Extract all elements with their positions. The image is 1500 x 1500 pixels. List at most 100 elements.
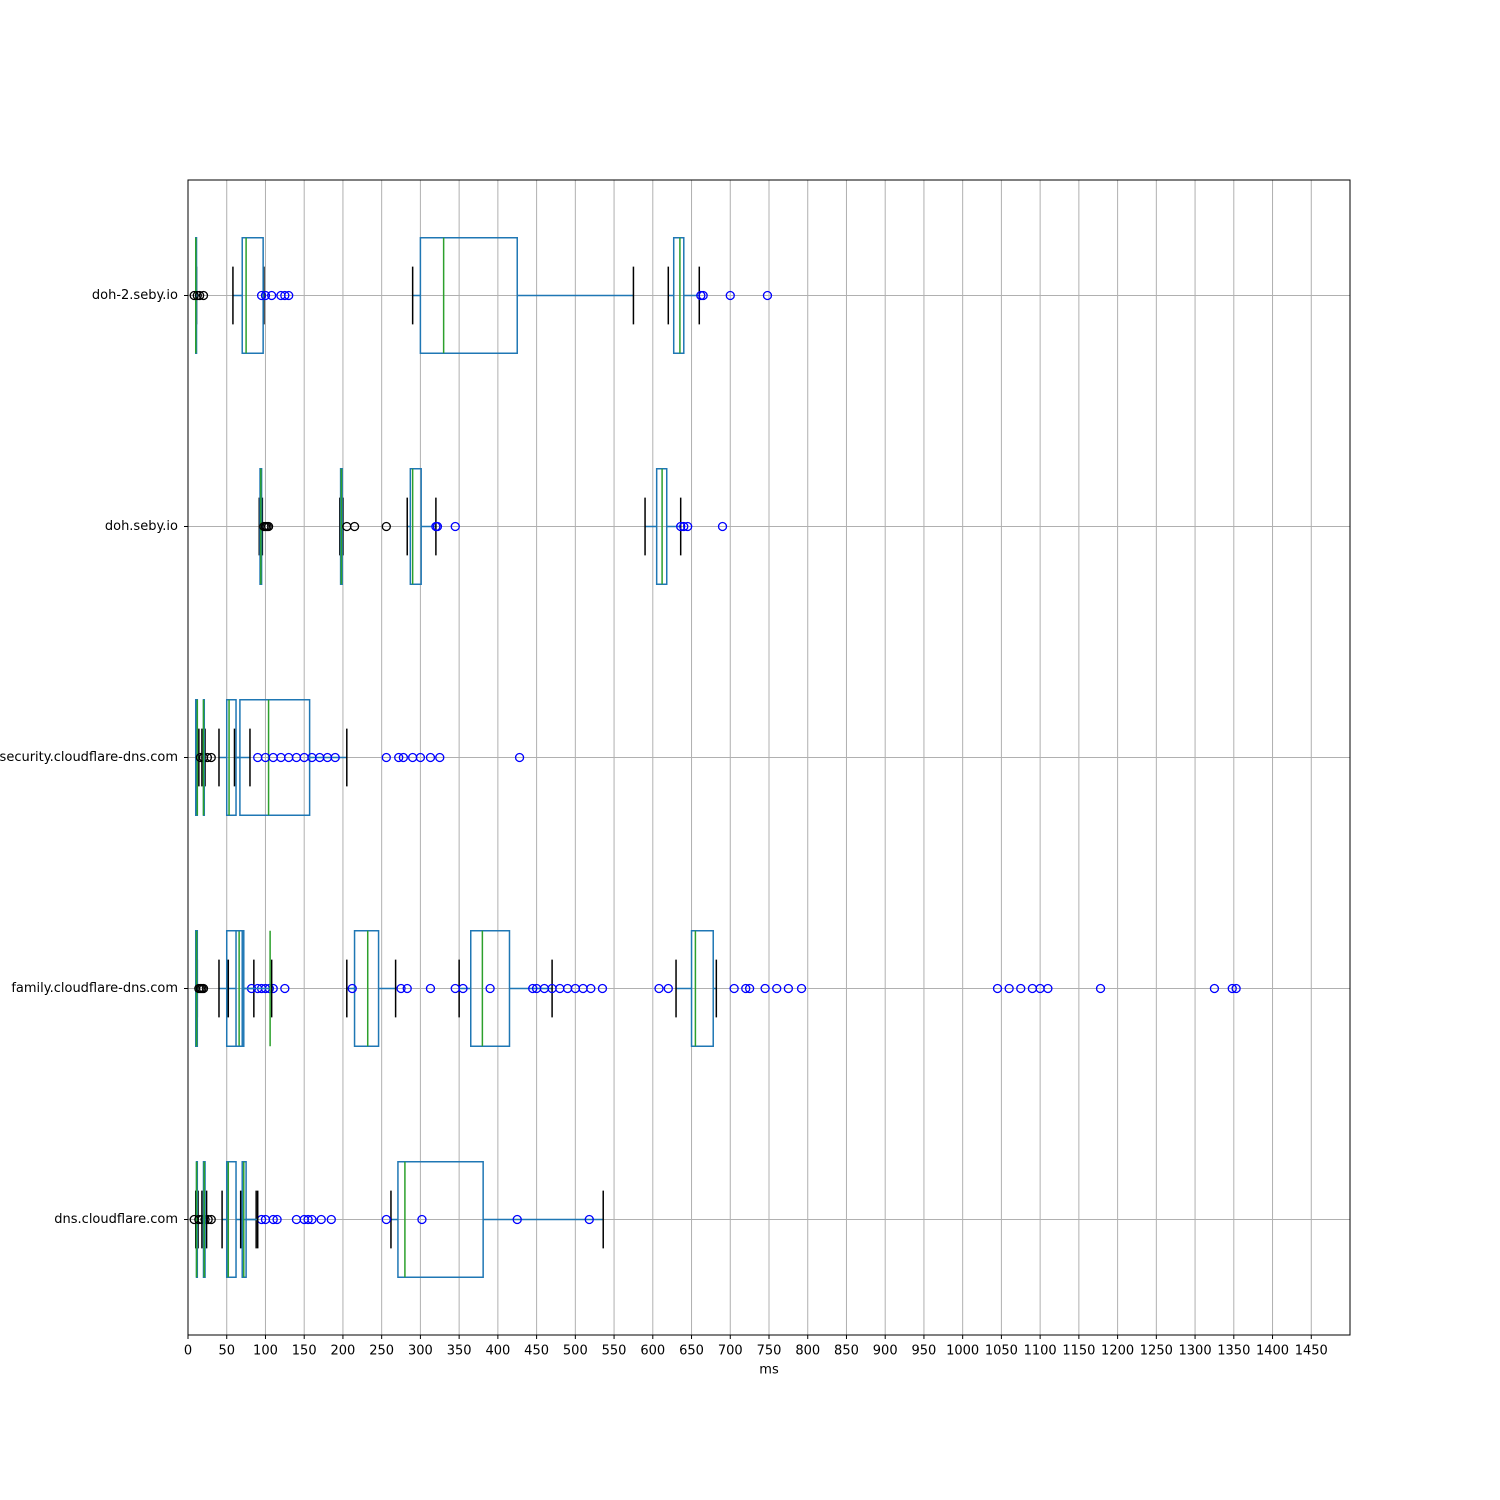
flier [432, 521, 443, 532]
flier [417, 1214, 427, 1225]
y-tick-label: dns.cloudflare.com [54, 1212, 178, 1227]
flier [280, 983, 290, 994]
flier [425, 752, 436, 763]
flier [307, 1214, 317, 1225]
flier [381, 521, 391, 532]
x-tick-label: 1150 [1062, 1344, 1095, 1359]
flier [189, 290, 199, 301]
flier [198, 290, 209, 301]
flier [514, 752, 525, 763]
flier [485, 983, 495, 994]
x-tick-label: 50 [218, 1344, 235, 1359]
x-tick-label: 100 [253, 1344, 278, 1359]
y-tick-label: family.cloudflare-dns.com [11, 981, 178, 996]
flier [992, 983, 1003, 994]
box [672, 237, 685, 354]
x-tick-label: 350 [447, 1344, 472, 1359]
x-tick-label: 200 [331, 1344, 356, 1359]
flier [272, 1214, 282, 1225]
y-tick-label: doh.seby.io [105, 519, 178, 534]
x-tick-label: 550 [602, 1344, 627, 1359]
x-tick-label: 950 [912, 1344, 937, 1359]
flier [1209, 983, 1220, 994]
plot-frame [187, 179, 1351, 1336]
flier [584, 1214, 594, 1225]
flier [528, 983, 538, 994]
x-tick-label: 650 [679, 1344, 704, 1359]
x-tick-label: 800 [795, 1344, 820, 1359]
x-tick-label: 450 [524, 1344, 549, 1359]
flier [347, 983, 357, 994]
box [239, 699, 311, 816]
flier [435, 752, 445, 763]
flier [402, 983, 412, 994]
flier [458, 983, 468, 994]
flier [198, 983, 209, 994]
box [470, 930, 511, 1047]
flier [316, 1214, 326, 1225]
flier [725, 290, 735, 301]
x-tick-label: 1200 [1101, 1344, 1134, 1359]
flier [512, 1214, 522, 1225]
flier [744, 983, 755, 994]
flier [194, 290, 205, 301]
y-tick-label: security.cloudflare-dns.com [0, 750, 178, 765]
x-tick-label: 850 [834, 1344, 859, 1359]
flier [683, 521, 693, 532]
flier [679, 521, 689, 532]
box [397, 1161, 484, 1278]
flier [330, 752, 340, 763]
flier [394, 752, 404, 763]
flier [663, 983, 673, 994]
x-tick-label: 900 [873, 1344, 898, 1359]
x-tick-label: 1400 [1256, 1344, 1289, 1359]
flier [326, 1214, 336, 1225]
flier [267, 290, 277, 301]
flier [717, 521, 728, 532]
flier [741, 983, 751, 994]
x-tick-label: 1100 [1024, 1344, 1057, 1359]
flier [260, 290, 271, 301]
flier [415, 752, 426, 763]
x-tick-label: 150 [292, 1344, 317, 1359]
x-tick-label: 250 [369, 1344, 394, 1359]
flier [425, 983, 436, 994]
flier [1016, 983, 1026, 994]
flier [1095, 983, 1106, 994]
x-tick-label: 500 [563, 1344, 588, 1359]
flier [1227, 983, 1237, 994]
flier [654, 983, 664, 994]
box [225, 930, 243, 1047]
box [235, 930, 245, 1047]
x-tick-label: 1050 [985, 1344, 1018, 1359]
flier [280, 290, 290, 301]
flier [263, 521, 274, 532]
x-axis-label: ms [759, 1363, 779, 1378]
flier [381, 1214, 391, 1225]
flier [760, 983, 770, 994]
x-tick-label: 1250 [1140, 1344, 1173, 1359]
flier [772, 983, 782, 994]
flier [398, 752, 409, 763]
flier [1231, 983, 1241, 994]
flier [268, 1214, 278, 1225]
flier [729, 983, 739, 994]
flier [762, 290, 773, 301]
box [419, 237, 518, 354]
flier [256, 290, 267, 301]
x-tick-label: 400 [485, 1344, 510, 1359]
flier [676, 521, 686, 532]
flier [1043, 983, 1053, 994]
flier [1004, 983, 1014, 994]
x-tick-label: 1300 [1179, 1344, 1212, 1359]
x-tick-label: 0 [184, 1344, 192, 1359]
x-tick-label: 1350 [1217, 1344, 1250, 1359]
x-tick-label: 300 [408, 1344, 433, 1359]
x-tick-label: 750 [757, 1344, 782, 1359]
box [409, 468, 422, 585]
box [353, 930, 380, 1047]
x-tick-label: 600 [640, 1344, 665, 1359]
box [241, 237, 264, 354]
y-tick-label: doh-2.seby.io [92, 288, 178, 303]
